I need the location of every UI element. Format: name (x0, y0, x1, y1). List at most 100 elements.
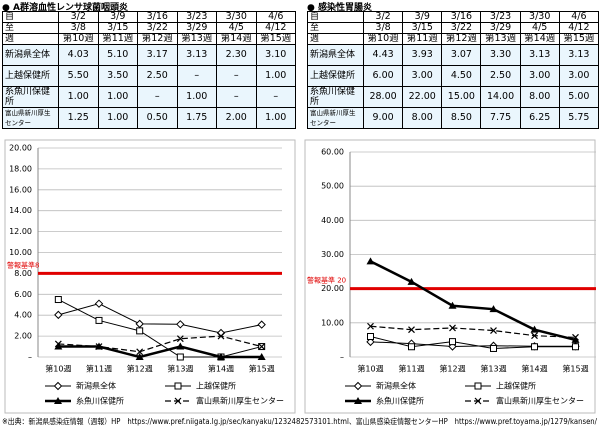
cell: 3/30 (519, 11, 560, 23)
marker (572, 343, 579, 351)
cell: 5.50 (58, 65, 99, 87)
cell: 2.50 (137, 65, 178, 87)
legend-label: 新潟県全体 (376, 381, 416, 391)
cell: 8.00 (519, 86, 560, 108)
y-tick-label: 20.00 (9, 144, 32, 153)
header-row: 自 3/2 3/9 3/16 3/23 3/30 4/6 (307, 11, 599, 23)
data-row: 新潟県全体 4.43 3.93 3.07 3.30 3.13 3.13 (307, 44, 599, 66)
cell: 3.13 (558, 44, 599, 66)
y-tick-label: 20.00 (321, 284, 344, 293)
marker (407, 277, 416, 285)
data-table: 自 3/2 3/9 3/16 3/23 3/30 4/6 至 3/8 3/15 3/22 3/29 4/… (307, 11, 599, 129)
cell: 第14週 (216, 33, 257, 45)
series-line (370, 336, 576, 349)
legend-label: 上越保健所 (496, 381, 536, 391)
y-tick-label: 4.00 (14, 311, 32, 320)
marker (257, 320, 266, 329)
cell: 第10週 (58, 33, 99, 45)
series-line (58, 303, 262, 334)
series-line (369, 260, 576, 342)
header-row: 週第10週 第11週 第12週 第13週 第14週 第15週 (2, 33, 296, 45)
cell: – (137, 86, 178, 108)
legend-marker (354, 397, 362, 404)
marker (366, 257, 375, 265)
marker (54, 340, 62, 348)
data-row: 富山県新川厚生センター 9.00 8.00 8.50 7.75 6.25 5.75 (307, 107, 599, 129)
marker (176, 335, 184, 343)
cell: 3.10 (255, 44, 296, 66)
header-row: 至 3/8 3/15 3/22 3/29 4/5 4/12 (307, 22, 599, 34)
row-label: 富山県新川厚生センター (307, 107, 364, 129)
cell: 3.13 (176, 44, 217, 66)
x-tick-label: 第13週 (167, 364, 193, 374)
marker (176, 353, 184, 361)
cell: 2.00 (216, 107, 257, 129)
y-tick-label: 2.00 (14, 332, 32, 341)
marker (531, 332, 538, 340)
x-tick-label: 第15週 (249, 364, 275, 374)
y-tick-label: 40.00 (321, 216, 344, 225)
data-table: 自 3/2 3/9 3/16 3/23 3/30 4/6 至 3/8 3/15 3/22 3/29 4/… (2, 11, 296, 129)
cell: 1.00 (255, 65, 296, 87)
cell: 3/22 (137, 22, 178, 34)
series-line (58, 335, 262, 353)
marker (176, 320, 185, 329)
legend-marker (53, 381, 63, 391)
marker (531, 343, 538, 351)
cell: 8.00 (402, 107, 443, 129)
y-tick-label: 18.00 (9, 164, 32, 173)
legend-label: 富山県新川厚生センター (496, 396, 584, 406)
table-title: ● A群溶血性レンサ球菌咽頭炎 (2, 3, 128, 13)
cell: 28.00 (362, 86, 404, 108)
data-row: 糸魚川保健所 1.00 1.00–1.00– – (2, 86, 296, 108)
x-tick-label: 第15週 (562, 364, 588, 374)
cell: 3/29 (176, 22, 217, 34)
row-label: 週 (307, 33, 364, 45)
cell: 3/2 (58, 11, 99, 23)
x-tick-label: 第14週 (521, 364, 547, 374)
row-label: 至 (307, 22, 364, 34)
cell: 1.75 (176, 107, 217, 129)
data-row: 糸魚川保健所 28.00 22.00 15.00 14.00 8.00 5.00 (307, 86, 599, 108)
marker (366, 337, 375, 347)
cell: 3/16 (137, 11, 178, 23)
marker (572, 333, 579, 341)
cell: 1.00 (97, 107, 138, 129)
cell: 1.00 (176, 86, 217, 108)
legend-marker (174, 382, 182, 390)
cell: 3.17 (137, 44, 178, 66)
marker (448, 301, 457, 309)
y-tick-label: 16.00 (9, 185, 32, 194)
cell: 22.00 (402, 86, 443, 108)
cell: 3.07 (441, 44, 482, 66)
legend-marker (474, 382, 482, 390)
marker (530, 325, 539, 333)
y-tick-label: – (28, 353, 32, 362)
cell: 4/12 (255, 22, 296, 34)
y-tick-label: 30.00 (321, 250, 344, 259)
cell: 14.00 (480, 86, 521, 108)
cell: 3.30 (480, 44, 521, 66)
cell: 3/8 (362, 22, 404, 34)
cell: 3/2 (362, 11, 404, 23)
y-tick-label: 6.00 (14, 290, 32, 299)
cell: 15.00 (441, 86, 482, 108)
cell: – (176, 65, 217, 87)
cell: 4/12 (558, 22, 599, 34)
cell: 4/6 (558, 11, 599, 23)
row-label: 至 (2, 22, 59, 34)
legend-label: 糸魚川保健所 (376, 396, 424, 406)
y-tick-label: 50.00 (321, 182, 344, 191)
cell: 第10週 (362, 33, 404, 45)
data-row: 上越保健所 5.50 3.50 2.50– –1.00 (2, 65, 296, 87)
cell: – (216, 86, 257, 108)
marker (135, 353, 144, 360)
legend-marker (474, 397, 482, 405)
row-label: 新潟県全体 (2, 44, 59, 66)
row-label: 自 (2, 11, 59, 23)
row-label: 週 (2, 33, 59, 45)
cell: 3/29 (480, 22, 521, 34)
cell: 第15週 (558, 33, 599, 45)
